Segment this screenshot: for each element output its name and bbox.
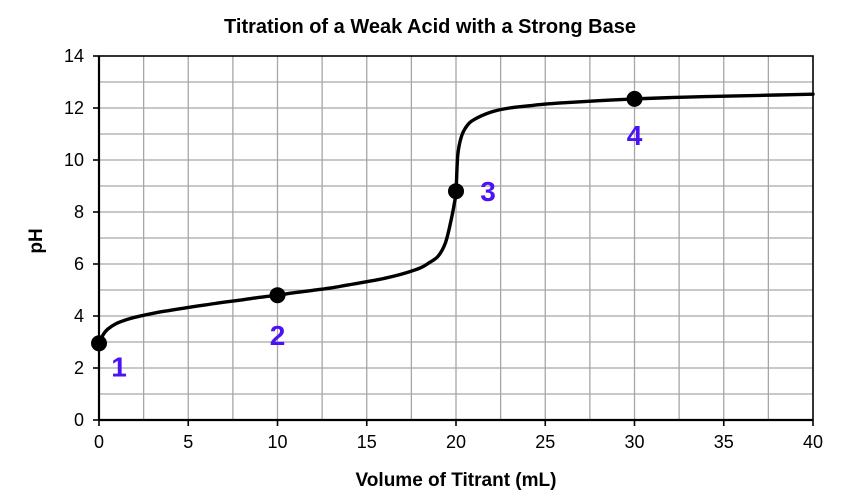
x-axis-label: Volume of Titrant (mL) [356,470,557,491]
y-tick-label: 2 [74,358,84,378]
x-tick-label: 30 [624,432,644,452]
x-tick-label: 40 [803,432,823,452]
x-tick-label: 20 [446,432,466,452]
grid [99,56,813,420]
equivalence-point-marker-2 [269,287,286,304]
marked-points: 1 2 3 4 [91,90,643,382]
chart-title: Titration of a Weak Acid with a Strong B… [224,16,636,38]
x-tick-label: 0 [94,432,104,452]
y-tick-label: 0 [74,410,84,430]
y-tick-label: 6 [74,254,84,274]
x-tick-label: 5 [183,432,193,452]
point-label-4: 4 [627,120,643,151]
y-tick-label: 4 [74,306,84,326]
y-axis-label: pH [26,228,47,253]
y-tick-label: 14 [64,46,84,66]
x-tick-label: 35 [714,432,734,452]
y-tick-label: 12 [64,98,84,118]
point-label-1: 1 [111,351,127,382]
point-label-2: 2 [270,320,286,351]
y-tick-label: 10 [64,150,84,170]
y-tick-label: 8 [74,202,84,222]
x-tick-label: 25 [535,432,555,452]
equivalence-point-marker-3 [448,183,464,200]
titration-curve-line [97,92,815,345]
y-tick-labels: 0 2 4 6 8 10 12 14 [64,46,84,430]
equivalence-point-marker-4 [626,90,643,107]
x-tick-labels: 0 5 10 15 20 25 30 35 40 [94,432,823,452]
x-tick-label: 10 [267,432,287,452]
x-tick-label: 15 [357,432,377,452]
point-label-3: 3 [480,176,496,207]
equivalence-point-marker-1 [91,335,107,352]
titration-curve [97,92,815,345]
axes [93,55,814,426]
